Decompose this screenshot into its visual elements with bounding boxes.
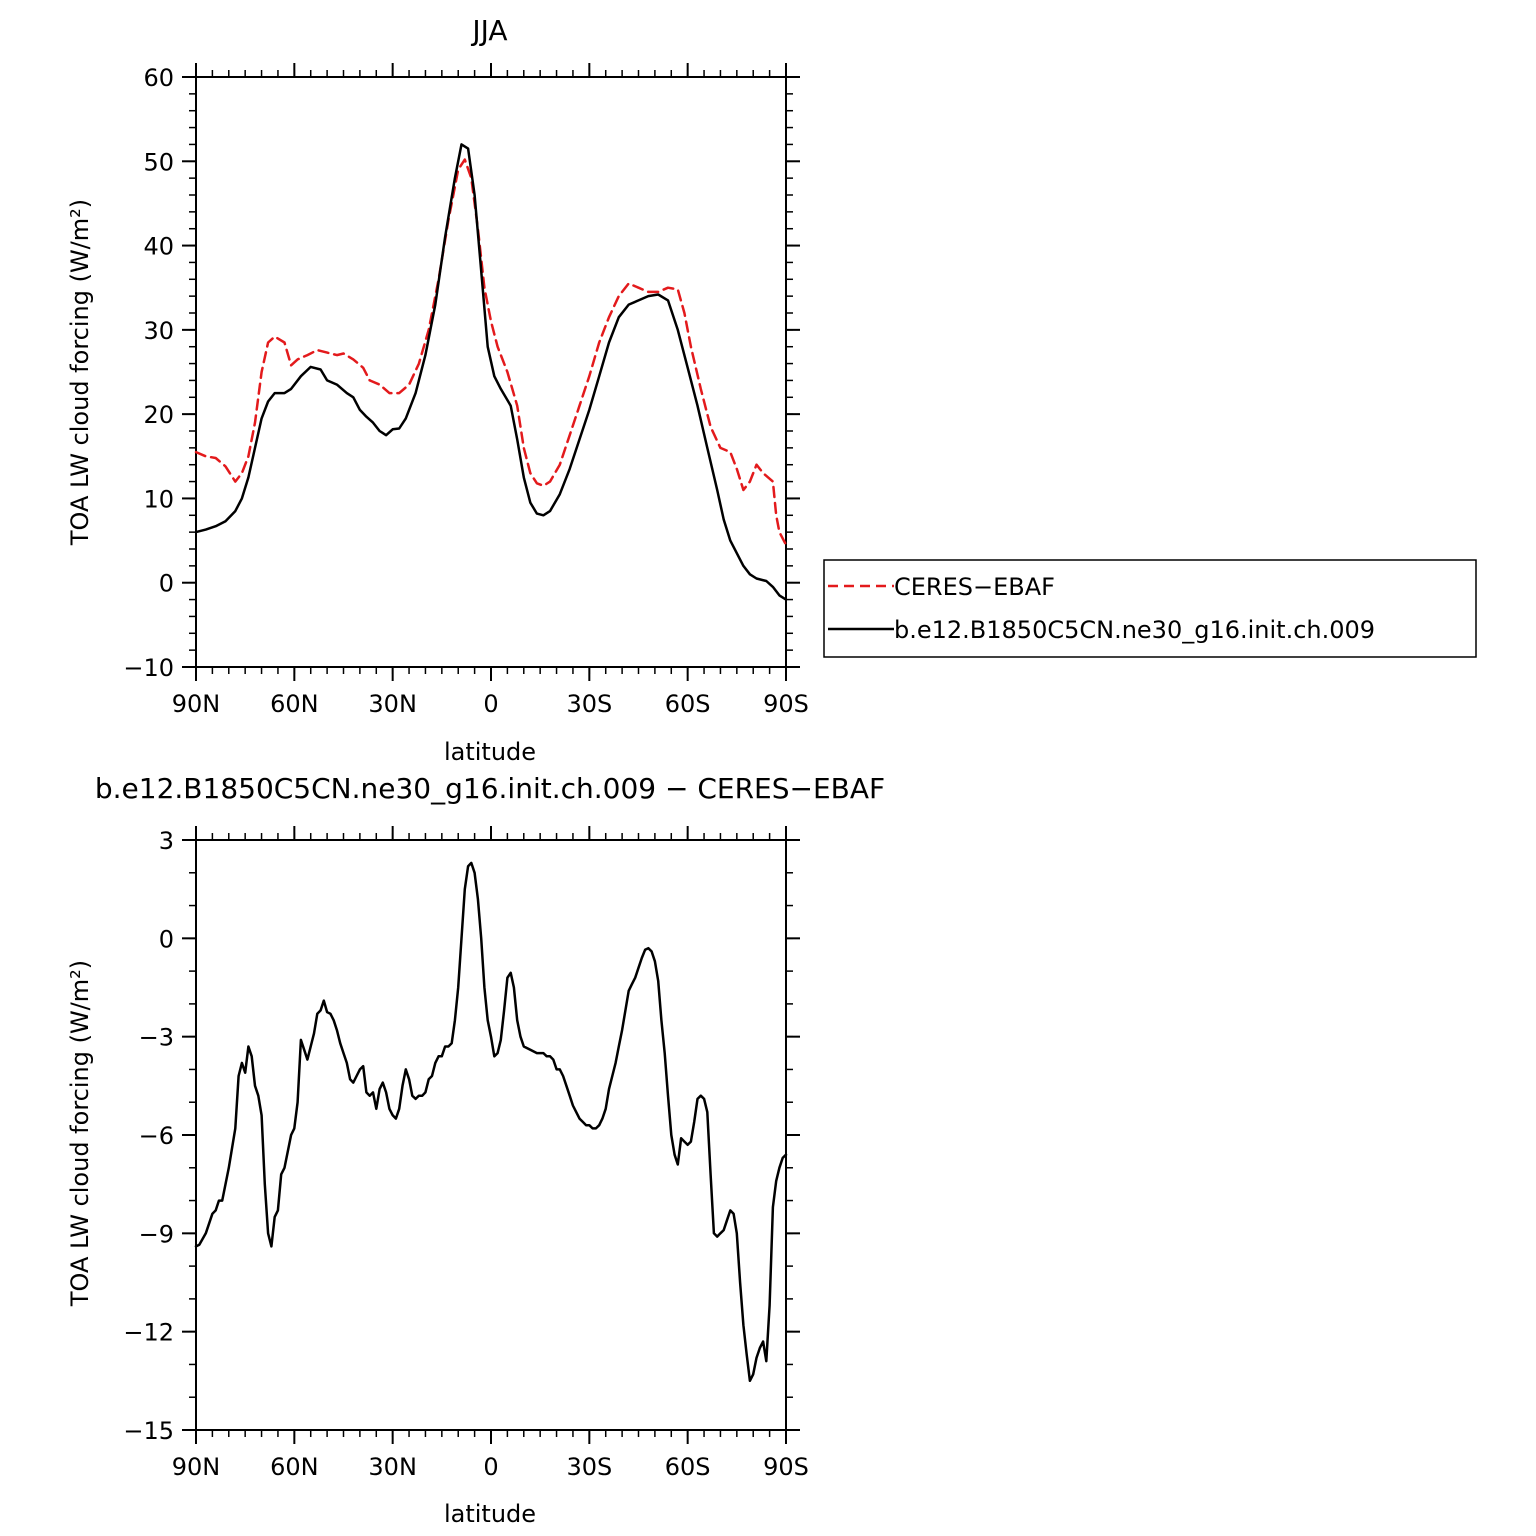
top-y-tick-label: 30 <box>143 317 174 345</box>
bottom-y-axis-label: TOA LW cloud forcing (W/m²) <box>66 960 94 1307</box>
top-x-tick-label: 90N <box>172 690 221 718</box>
top-y-tick-label: 60 <box>143 64 174 92</box>
bottom-x-tick-label: 60S <box>665 1453 711 1481</box>
legend-ceres-label: CERES−EBAF <box>894 573 1055 601</box>
bottom-y-tick-label: −3 <box>139 1024 174 1052</box>
top-panel: JJA 90N 60N 30N 0 30S 60S 90S−100102030405060 … <box>66 14 1477 766</box>
top-y-axis-label: TOA LW cloud forcing (W/m²) <box>66 199 94 546</box>
bottom-series-line-1 <box>194 861 788 1383</box>
legend: CERES−EBAF b.e12.B1850C5CN.ne30_g16.init… <box>823 559 1477 658</box>
top-y-tick-label: 0 <box>159 570 174 598</box>
bottom-x-tick-label: 0 <box>483 1453 498 1481</box>
top-series-line-2 <box>194 143 788 601</box>
top-x-tick-label: 30S <box>566 690 612 718</box>
top-series-line-1 <box>194 158 788 547</box>
top-x-tick-label: 90S <box>763 690 809 718</box>
bottom-y-tick-label: 0 <box>159 925 174 953</box>
bottom-panel: b.e12.B1850C5CN.ne30_g16.init.ch.009 − C… <box>66 772 885 1528</box>
bottom-y-tick-label: −12 <box>123 1319 174 1347</box>
top-x-tick-label: 30N <box>368 690 417 718</box>
bottom-plot-area: 90N 60N 30N 0 30S 60S 90S −15 −12 −9 −6 −3 0 3 <box>123 826 809 1481</box>
top-chart-title: JJA <box>470 14 507 47</box>
top-x-tick-label: 60S <box>665 690 711 718</box>
bottom-x-axis-label: latitude <box>444 1500 536 1528</box>
bottom-x-tick-label: 30S <box>566 1453 612 1481</box>
top-y-tick-label: 40 <box>143 233 174 261</box>
top-y-tick-label: 10 <box>143 485 174 513</box>
bottom-x-tick-label: 30N <box>368 1453 417 1481</box>
bottom-x-tick-label: 60N <box>270 1453 319 1481</box>
top-y-tick-label: 50 <box>143 148 174 176</box>
top-x-tick-label: 60N <box>270 690 319 718</box>
bottom-y-tick-label: −9 <box>139 1220 174 1248</box>
top-x-tick-label: 0 <box>483 690 498 718</box>
bottom-y-tick-label: −6 <box>139 1122 174 1150</box>
top-y-tick-label: −10 <box>123 654 174 682</box>
legend-box <box>823 559 1477 658</box>
bottom-chart-title: b.e12.B1850C5CN.ne30_g16.init.ch.009 − C… <box>95 772 885 805</box>
bottom-x-tick-label: 90S <box>763 1453 809 1481</box>
legend-model-label: b.e12.B1850C5CN.ne30_g16.init.ch.009 <box>894 616 1375 644</box>
bottom-y-tick-label: −15 <box>123 1417 174 1445</box>
top-x-axis-label: latitude <box>444 738 536 766</box>
top-plot-area: 90N 60N 30N 0 30S 60S 90S −10 0 10 20 30 40 50 60 <box>123 63 809 718</box>
bottom-x-tick-label: 90N <box>172 1453 221 1481</box>
bottom-plot-frame <box>195 839 787 1431</box>
bottom-y-tick-label: 3 <box>159 827 174 855</box>
top-y-tick-label: 20 <box>143 401 174 429</box>
